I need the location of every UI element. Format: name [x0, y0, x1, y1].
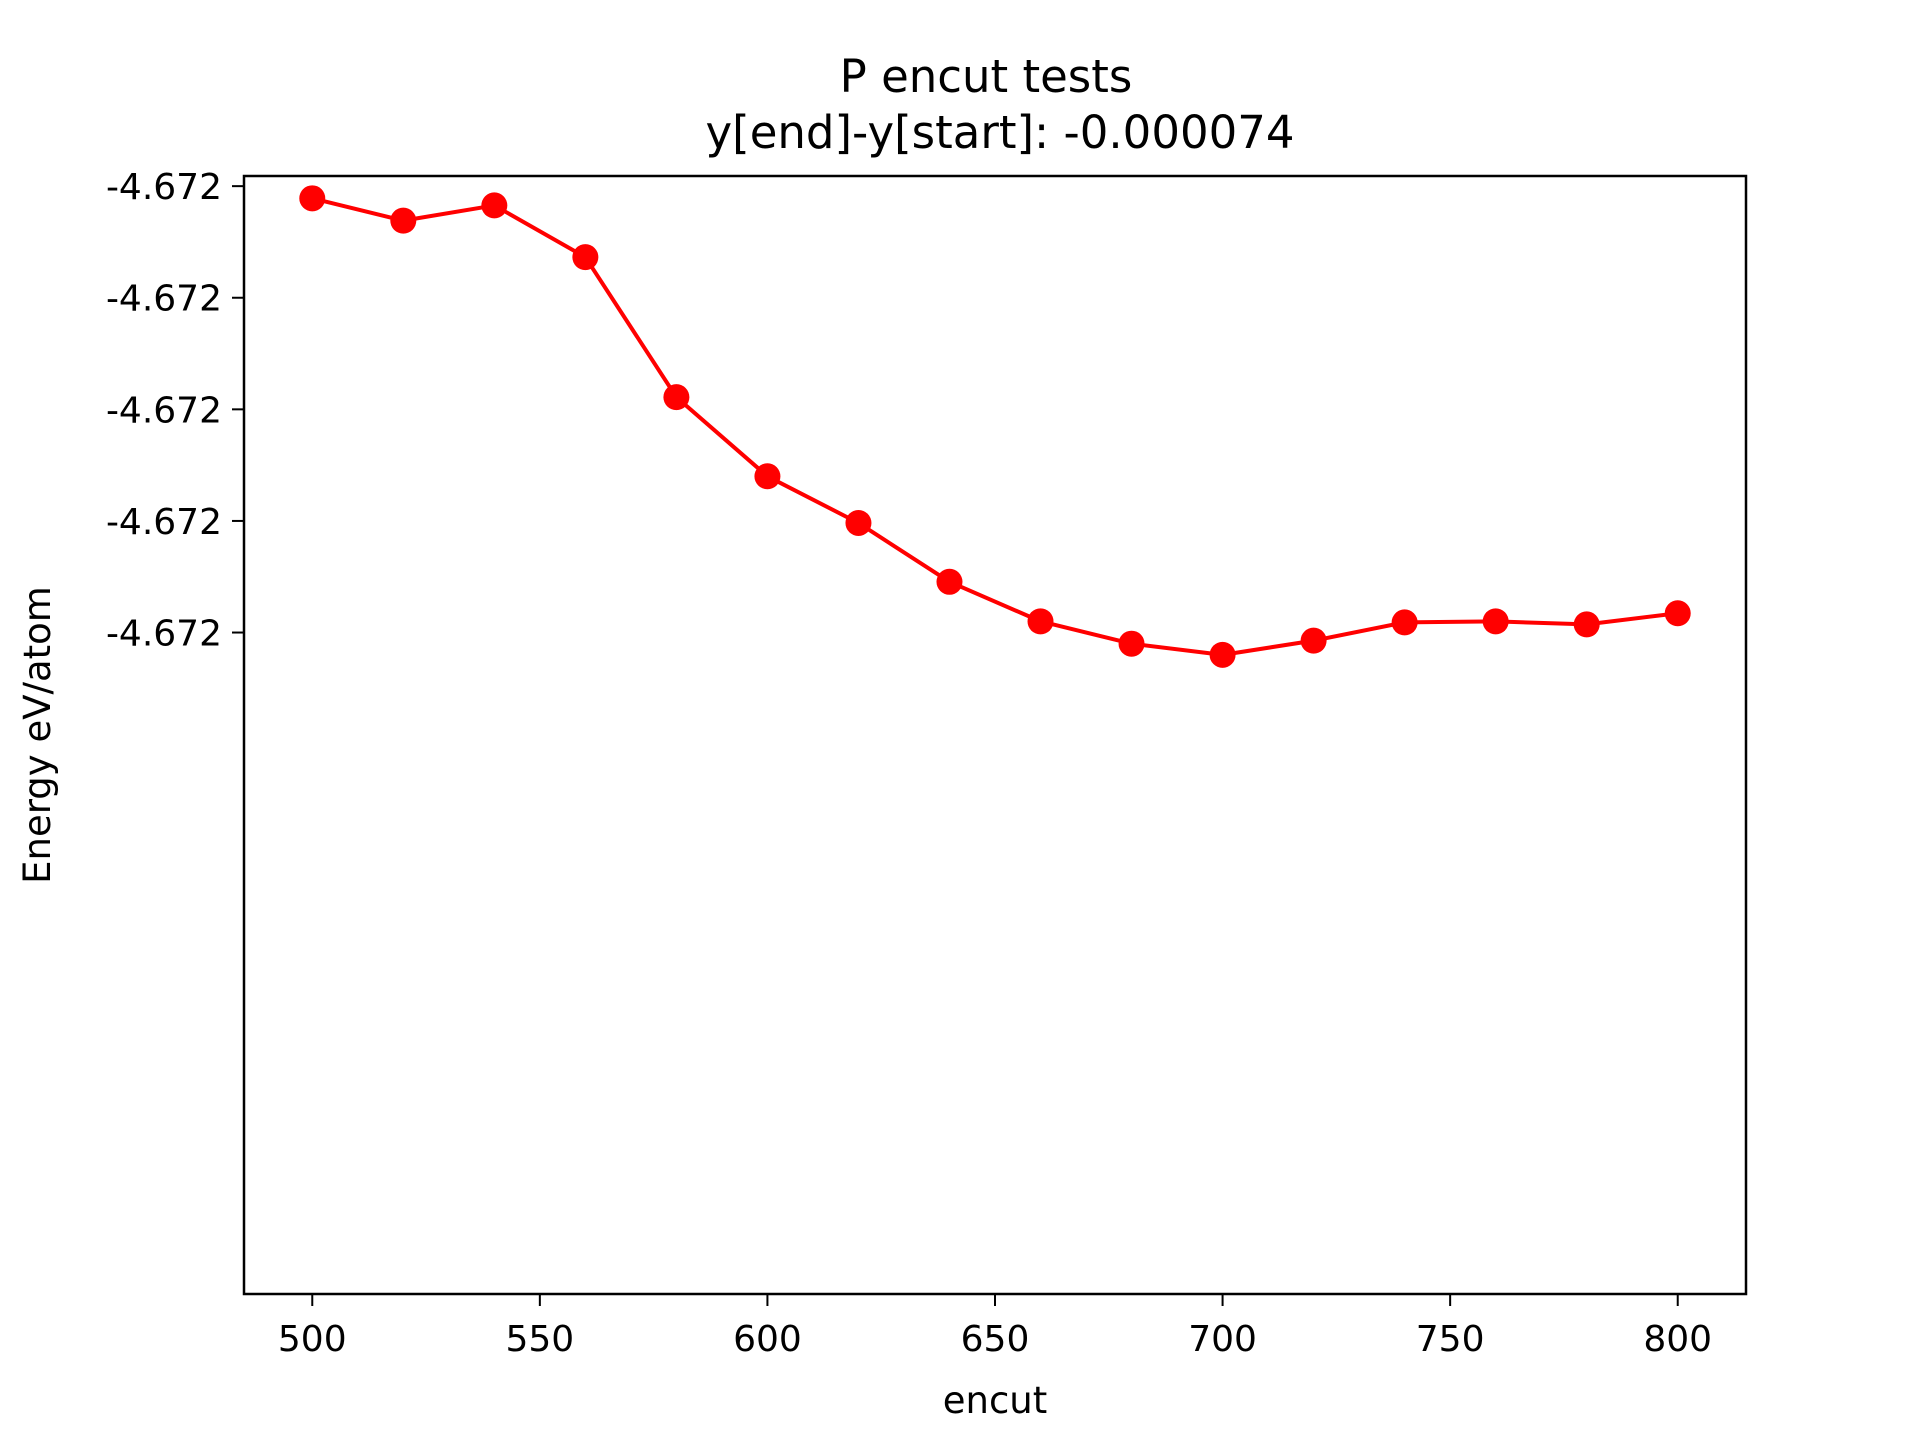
data-point [572, 244, 599, 271]
data-point [1118, 630, 1145, 657]
x-tick-label: 800 [1643, 1319, 1712, 1360]
y-tick-label: -4.672 [106, 614, 222, 655]
data-point [1391, 609, 1418, 636]
data-point [390, 207, 417, 234]
x-tick-label: 600 [733, 1319, 802, 1360]
x-tick-label: 650 [961, 1319, 1030, 1360]
series-layer [299, 185, 1691, 668]
plot-frame [242, 174, 1748, 1296]
series-line [311, 196, 1678, 657]
y-tick-label: -4.672 [106, 167, 222, 208]
plot-area [244, 176, 1746, 1294]
y-axis-ticks: -4.672 -4.672 -4.672 -4.672 -4.672 [106, 167, 244, 655]
y-axis-label: Energy eV/atom [16, 586, 59, 884]
x-tick-label: 700 [1188, 1319, 1257, 1360]
data-point [1300, 627, 1327, 654]
y-tick-label: -4.672 [106, 502, 222, 543]
y-tick-label: -4.672 [106, 279, 222, 320]
data-point [936, 568, 963, 595]
data-point [481, 192, 508, 219]
data-point [1664, 600, 1691, 627]
data-point [845, 509, 872, 536]
chart-subtitle: y[end]-y[start]: -0.000074 [706, 106, 1295, 159]
y-tick-label: -4.672 [106, 390, 222, 431]
data-point [663, 384, 690, 411]
x-tick-label: 750 [1416, 1319, 1485, 1360]
x-axis-ticks: 500 550 600 650 700 750 800 [278, 1294, 1712, 1360]
data-point [1573, 611, 1600, 638]
data-point [1027, 608, 1054, 635]
x-tick-label: 550 [505, 1319, 574, 1360]
x-tick-label: 500 [278, 1319, 347, 1360]
data-point [299, 185, 326, 212]
data-point [754, 463, 781, 490]
x-axis-label: encut [943, 1379, 1048, 1422]
data-point [1209, 641, 1236, 668]
chart-title: P encut tests [840, 50, 1133, 103]
data-point [1482, 608, 1509, 635]
